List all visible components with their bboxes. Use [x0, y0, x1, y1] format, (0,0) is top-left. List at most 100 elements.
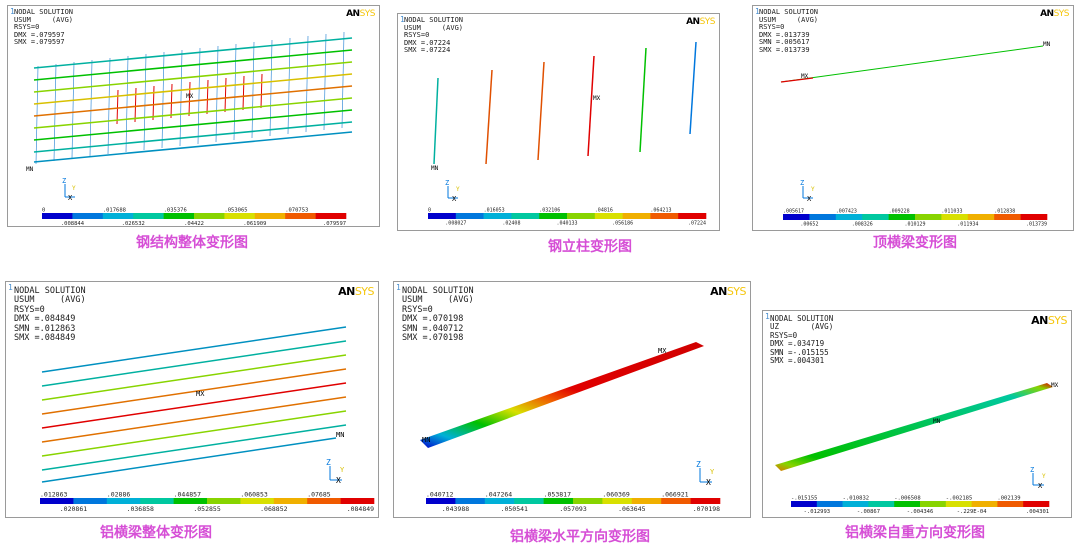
legend-swatch — [428, 213, 457, 219]
caption-steel-overall: 钢结构整体变形图 — [136, 235, 248, 251]
legend-swatch — [102, 213, 134, 219]
legend-swatch — [315, 213, 347, 219]
legend-swatch — [455, 213, 484, 219]
legend-swatch — [567, 213, 596, 219]
legend-swatch — [835, 214, 863, 220]
legend-swatch — [971, 501, 998, 507]
legend-tick-label: .036858 — [127, 505, 154, 513]
legend-tick-label: .053065 — [224, 208, 247, 214]
panel-steel-overall: 1 NODAL SOLUTION USUM (AVG) RSYS=0 DMX =.07… — [7, 5, 380, 227]
svg-text:MN: MN — [431, 165, 439, 172]
legend-tick-label: .008844 — [61, 221, 85, 227]
caption-top-beam: 顶横梁变形图 — [873, 235, 957, 251]
legend-tick-label: -.002185 — [946, 496, 973, 502]
legend-tick-label: -.00867 — [857, 509, 880, 515]
legend-tick-label: .032106 — [539, 208, 560, 214]
panel-aluminium-gravity: 1 NODAL SOLUTION UZ (AVG) RSYS=0 DMX =.0347… — [762, 310, 1072, 518]
legend-swatch — [273, 498, 308, 504]
svg-text:Z: Z — [445, 179, 449, 187]
legend-swatch — [514, 498, 544, 504]
legend-tick-label: .040712 — [426, 491, 453, 499]
aluminium-gravity-plot: MN MX Z X Y -.015155 -.010832 -.006508 -.00… — [775, 382, 1059, 515]
legend-swatch — [967, 214, 995, 220]
legend-tick-label: .043988 — [442, 505, 469, 513]
svg-text:MX: MX — [801, 73, 809, 80]
legend-swatch — [40, 498, 74, 504]
legend-swatch — [455, 498, 486, 504]
svg-text:Z: Z — [326, 458, 331, 467]
legend-tick-label: .009228 — [889, 209, 910, 215]
legend-tick-label: .056186 — [612, 221, 633, 227]
legend-tick-label: .066921 — [661, 491, 688, 499]
legend-swatch — [594, 213, 623, 219]
svg-text:Y: Y — [811, 186, 815, 193]
legend-tick-label: .068852 — [260, 505, 287, 513]
legend-tick-label: .012838 — [994, 209, 1015, 215]
legend-tick-label: .00652 — [800, 222, 818, 228]
top-beam-plot: MX MN Z X Y .005617 .007423 .009228 .011033… — [780, 41, 1051, 228]
contour-legend: -.015155 -.010832 -.006508 -.002185 .002139 -… — [791, 496, 1050, 515]
legend-swatch — [140, 498, 174, 504]
legend-tick-label: .070198 — [693, 505, 720, 513]
legend-swatch — [224, 213, 256, 219]
legend-tick-label: .079597 — [323, 221, 346, 227]
legend-swatch — [888, 214, 916, 220]
svg-text:X: X — [68, 194, 73, 202]
legend-swatch — [539, 213, 568, 219]
legend-tick-label: -.012993 — [804, 509, 831, 515]
legend-swatch — [622, 213, 651, 219]
legend-swatch — [207, 498, 241, 504]
ansys-logo: ANSYS — [346, 9, 375, 19]
legend-swatch — [894, 501, 921, 507]
steel-structure-plot: MX MN Z X Y 0 .017688 .035376 .053065 .07075… — [26, 31, 353, 227]
ansys-logo: ANSYS — [686, 17, 715, 27]
svg-text:MX: MX — [593, 95, 601, 102]
legend-tick-label: -.006508 — [894, 496, 921, 502]
mn-marker: MN — [26, 166, 34, 173]
mx-marker: MX — [186, 93, 194, 100]
svg-text:Z: Z — [1030, 466, 1034, 474]
nodal-solution-header: NODAL SOLUTION USUM (AVG) RSYS=0 DMX =.0137… — [759, 8, 819, 54]
legend-swatch — [307, 498, 341, 504]
nodal-solution-header: NODAL SOLUTION USUM (AVG) RSYS=0 DMX =.0722… — [404, 16, 464, 55]
nodal-solution-header: NODAL SOLUTION USUM (AVG) RSYS=0 DMX =.0848… — [14, 286, 86, 344]
legend-tick-label: -.229E-04 — [957, 509, 987, 515]
panel-steel-column: 1 NODAL SOLUTION USUM (AVG) RSYS=0 DMX =.07… — [397, 13, 720, 231]
legend-tick-label: .007423 — [836, 209, 857, 215]
legend-tick-label: .060853 — [240, 491, 267, 499]
legend-swatch — [994, 214, 1021, 220]
legend-swatch — [650, 213, 679, 219]
svg-text:X: X — [336, 476, 341, 485]
legend-tick-label: .005617 — [783, 209, 804, 215]
legend-swatch — [997, 501, 1024, 507]
svg-text:Y: Y — [340, 466, 345, 474]
legend-swatch — [511, 213, 540, 219]
svg-text:MN: MN — [336, 431, 344, 439]
legend-tick-label: .02886 — [107, 491, 131, 499]
axis-triad — [64, 184, 75, 198]
svg-text:Y: Y — [456, 186, 460, 193]
legend-swatch — [483, 213, 512, 219]
ansys-logo: ANSYS — [710, 285, 746, 298]
legend-swatch — [941, 214, 969, 220]
legend-swatch — [791, 501, 818, 507]
legend-tick-label: .011033 — [941, 209, 962, 215]
panel-top-beam: 1 NODAL SOLUTION USUM (AVG) RSYS=0 DMX =.01… — [752, 5, 1074, 231]
legend-tick-label: .070753 — [285, 208, 308, 214]
legend-swatch — [340, 498, 375, 504]
legend-swatch — [920, 501, 947, 507]
legend-tick-label: .04816 — [595, 208, 613, 214]
svg-text:X: X — [706, 478, 711, 487]
svg-text:MX: MX — [1051, 382, 1059, 389]
svg-text:X: X — [807, 195, 812, 203]
legend-swatch — [240, 498, 275, 504]
legend-tick-label: .052855 — [193, 505, 220, 513]
legend-tick-label: .063645 — [618, 505, 645, 513]
legend-tick-label: .050541 — [501, 505, 528, 513]
legend-tick-label: .060369 — [602, 491, 629, 499]
svg-text:Z: Z — [800, 179, 804, 187]
aluminium-horizontal-plot: MX MN Z X Y .040712 .047264 .053817 .060369… — [420, 342, 721, 513]
legend-tick-label: .057093 — [559, 505, 586, 513]
contour-legend: 0 .016053 .032106 .04816 .064213 .008027 .0240… — [428, 208, 707, 227]
panel-aluminium-overall: 1 NODAL SOLUTION USUM (AVG) RSYS=0 DMX =.08… — [5, 281, 379, 518]
